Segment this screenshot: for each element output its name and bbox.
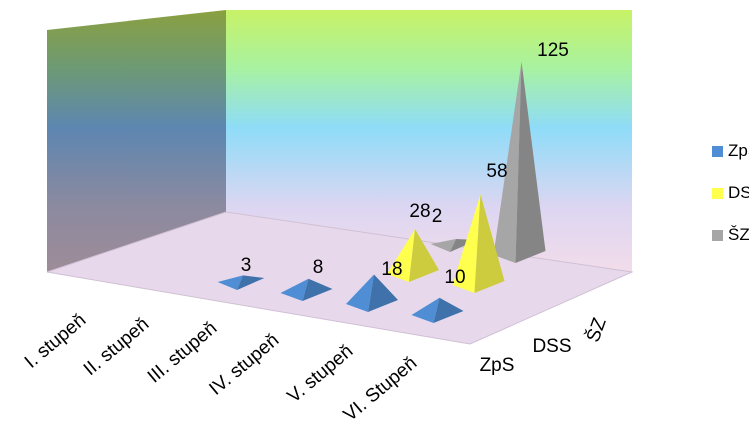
depth-tick-label: DSS [532,336,571,357]
pyramid-face-right [474,194,505,293]
side-wall [47,10,226,272]
legend-swatch [712,145,723,157]
data-label: 125 [537,40,569,61]
pyramid-face-right [409,229,439,282]
legend-swatch [712,229,723,241]
category-tick-label: VI. Stupeň [340,353,421,426]
pyramid-zps-2 [217,275,265,290]
data-label: 2 [432,206,443,227]
pyramid-dss-4 [387,229,439,282]
data-label: 28 [409,201,430,222]
pyramid-zps-3 [280,278,333,301]
pyramid-zps-5 [411,297,464,323]
legend-label: ZpS [728,141,749,160]
legend-item: DSS [712,182,749,204]
pyramid-face-left [452,194,481,293]
legend-label: ŠZ [728,225,749,244]
depth-tick-label: ŠZ [582,314,611,345]
pyramid-face-left [430,238,456,252]
chart-marks [217,61,546,323]
pyramid-šz-5 [493,61,546,263]
pyramid-face-left [346,274,374,312]
category-tick-label: II. stupeň [80,314,153,380]
depth-tick-label: ZpS [480,355,515,376]
legend-label: DSS [728,183,749,202]
legend-swatch [712,187,723,199]
category-tick-label: IV. stupeň [206,330,284,400]
pyramid-face-right [237,275,265,290]
data-label: 18 [381,259,402,280]
legend-item: ŠZ [712,224,749,246]
category-tick-label: V. stupeň [284,341,358,408]
pyramid-face-right [368,274,398,312]
legend-item: ZpS [712,140,749,162]
pyramid-zps-4 [346,274,398,312]
pyramid-face-left [280,278,309,301]
pyramid-face-left [387,229,415,282]
pyramid-face-right [433,297,464,323]
data-label: 3 [241,255,252,276]
pyramid-dss-5 [452,194,505,293]
pyramid-face-right [515,61,546,263]
data-label: 8 [313,257,324,278]
data-label: 10 [444,267,465,288]
floor [46,211,634,345]
data-label: 58 [486,161,507,182]
legend: ZpS DSS ŠZ [712,140,749,266]
pyramid-face-left [217,275,243,290]
category-tick-label: III. stupeň [144,318,221,388]
pyramid-face-left [411,297,440,323]
pyramid-face-right [302,278,333,301]
pyramid-face-left [493,61,522,263]
